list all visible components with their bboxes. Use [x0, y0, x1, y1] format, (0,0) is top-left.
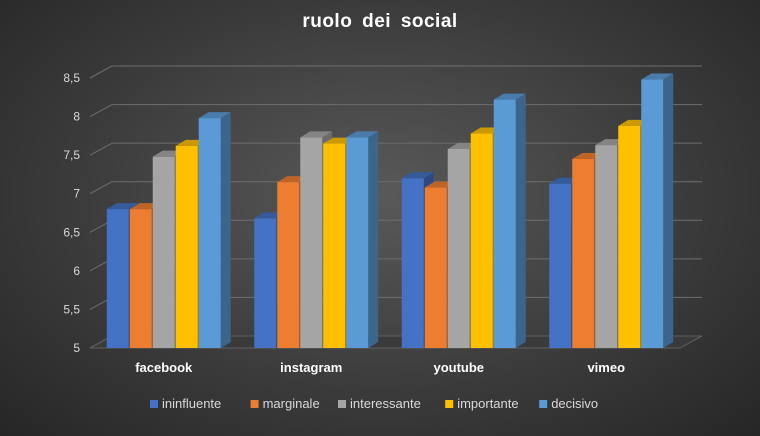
bar-decisivo-instagram	[346, 131, 379, 348]
bar-top	[493, 93, 526, 100]
legend: ininfluente marginale interessante importan…	[150, 396, 598, 411]
bars	[106, 73, 674, 349]
bar-front	[198, 118, 221, 348]
legend-swatch	[539, 400, 548, 408]
y-tick-label: 6,5	[63, 225, 80, 239]
bar-top	[641, 73, 674, 80]
y-tick-label: 7	[73, 187, 80, 201]
legend-swatch	[445, 400, 454, 408]
y-axis-ticks: 5 5,5 6 6,5 7 7,5 8 8,5	[63, 71, 80, 355]
bar-front	[175, 145, 198, 348]
legend-swatch	[150, 400, 158, 408]
bar-front	[595, 145, 618, 348]
bar-front	[572, 159, 595, 348]
legend-item-importante: importante	[445, 396, 519, 411]
bar-front	[470, 133, 493, 348]
bar-front	[424, 187, 447, 348]
bar-front	[549, 183, 572, 348]
bar-front	[346, 137, 369, 348]
legend-item-decisivo: decisivo	[539, 396, 598, 411]
legend-swatch	[338, 400, 346, 408]
bar-front	[618, 125, 641, 348]
chart-title: ruolo dei social	[302, 11, 458, 32]
x-axis-categories: facebook instagram youtube vimeo	[135, 360, 625, 375]
bar-front	[447, 148, 470, 348]
legend-label: decisivo	[551, 396, 598, 411]
category-label: youtube	[433, 360, 484, 375]
bar-front	[106, 209, 129, 348]
category-label: facebook	[135, 360, 193, 375]
legend-label: importante	[457, 396, 518, 411]
bar-decisivo-vimeo	[641, 73, 674, 349]
y-tick-label: 8	[73, 110, 80, 124]
category-label: instagram	[280, 360, 342, 375]
bar-decisivo-youtube	[493, 93, 526, 348]
y-tick-label: 7,5	[63, 148, 80, 162]
bar-front	[300, 137, 323, 348]
bar-front	[401, 178, 424, 348]
bar-top	[106, 203, 139, 210]
legend-label: ininfluente	[162, 396, 221, 411]
gridline-depth	[89, 142, 113, 156]
bar-front	[277, 182, 300, 348]
bar-front	[493, 99, 516, 348]
category-label: vimeo	[587, 360, 625, 375]
legend-item-interessante: interessante	[338, 396, 421, 411]
bar-front	[254, 218, 277, 348]
bar-front	[323, 143, 346, 348]
gridline-depth	[89, 181, 113, 195]
legend-item-ininfluente: ininfluente	[150, 396, 221, 411]
y-tick-label: 5	[73, 341, 80, 355]
bar-top	[401, 172, 434, 179]
bar-top	[198, 112, 231, 119]
gridline-depth	[89, 65, 113, 79]
bar-decisivo-facebook	[198, 112, 231, 348]
legend-swatch	[250, 400, 259, 408]
bar-front	[152, 156, 175, 348]
bar-top	[346, 131, 379, 138]
bar-front	[641, 79, 664, 349]
bar-side	[515, 93, 526, 348]
legend-label: marginale	[263, 396, 320, 411]
bar-top	[300, 131, 333, 138]
bar-side	[663, 73, 674, 349]
bar-front	[129, 209, 152, 348]
y-tick-label: 6	[73, 264, 80, 278]
y-tick-label: 8,5	[63, 71, 80, 85]
bar-side	[368, 131, 379, 348]
bar-side	[220, 112, 231, 348]
y-tick-label: 5,5	[63, 302, 80, 316]
gridline-depth	[89, 104, 113, 118]
legend-label: interessante	[350, 396, 421, 411]
legend-item-marginale: marginale	[250, 396, 320, 411]
